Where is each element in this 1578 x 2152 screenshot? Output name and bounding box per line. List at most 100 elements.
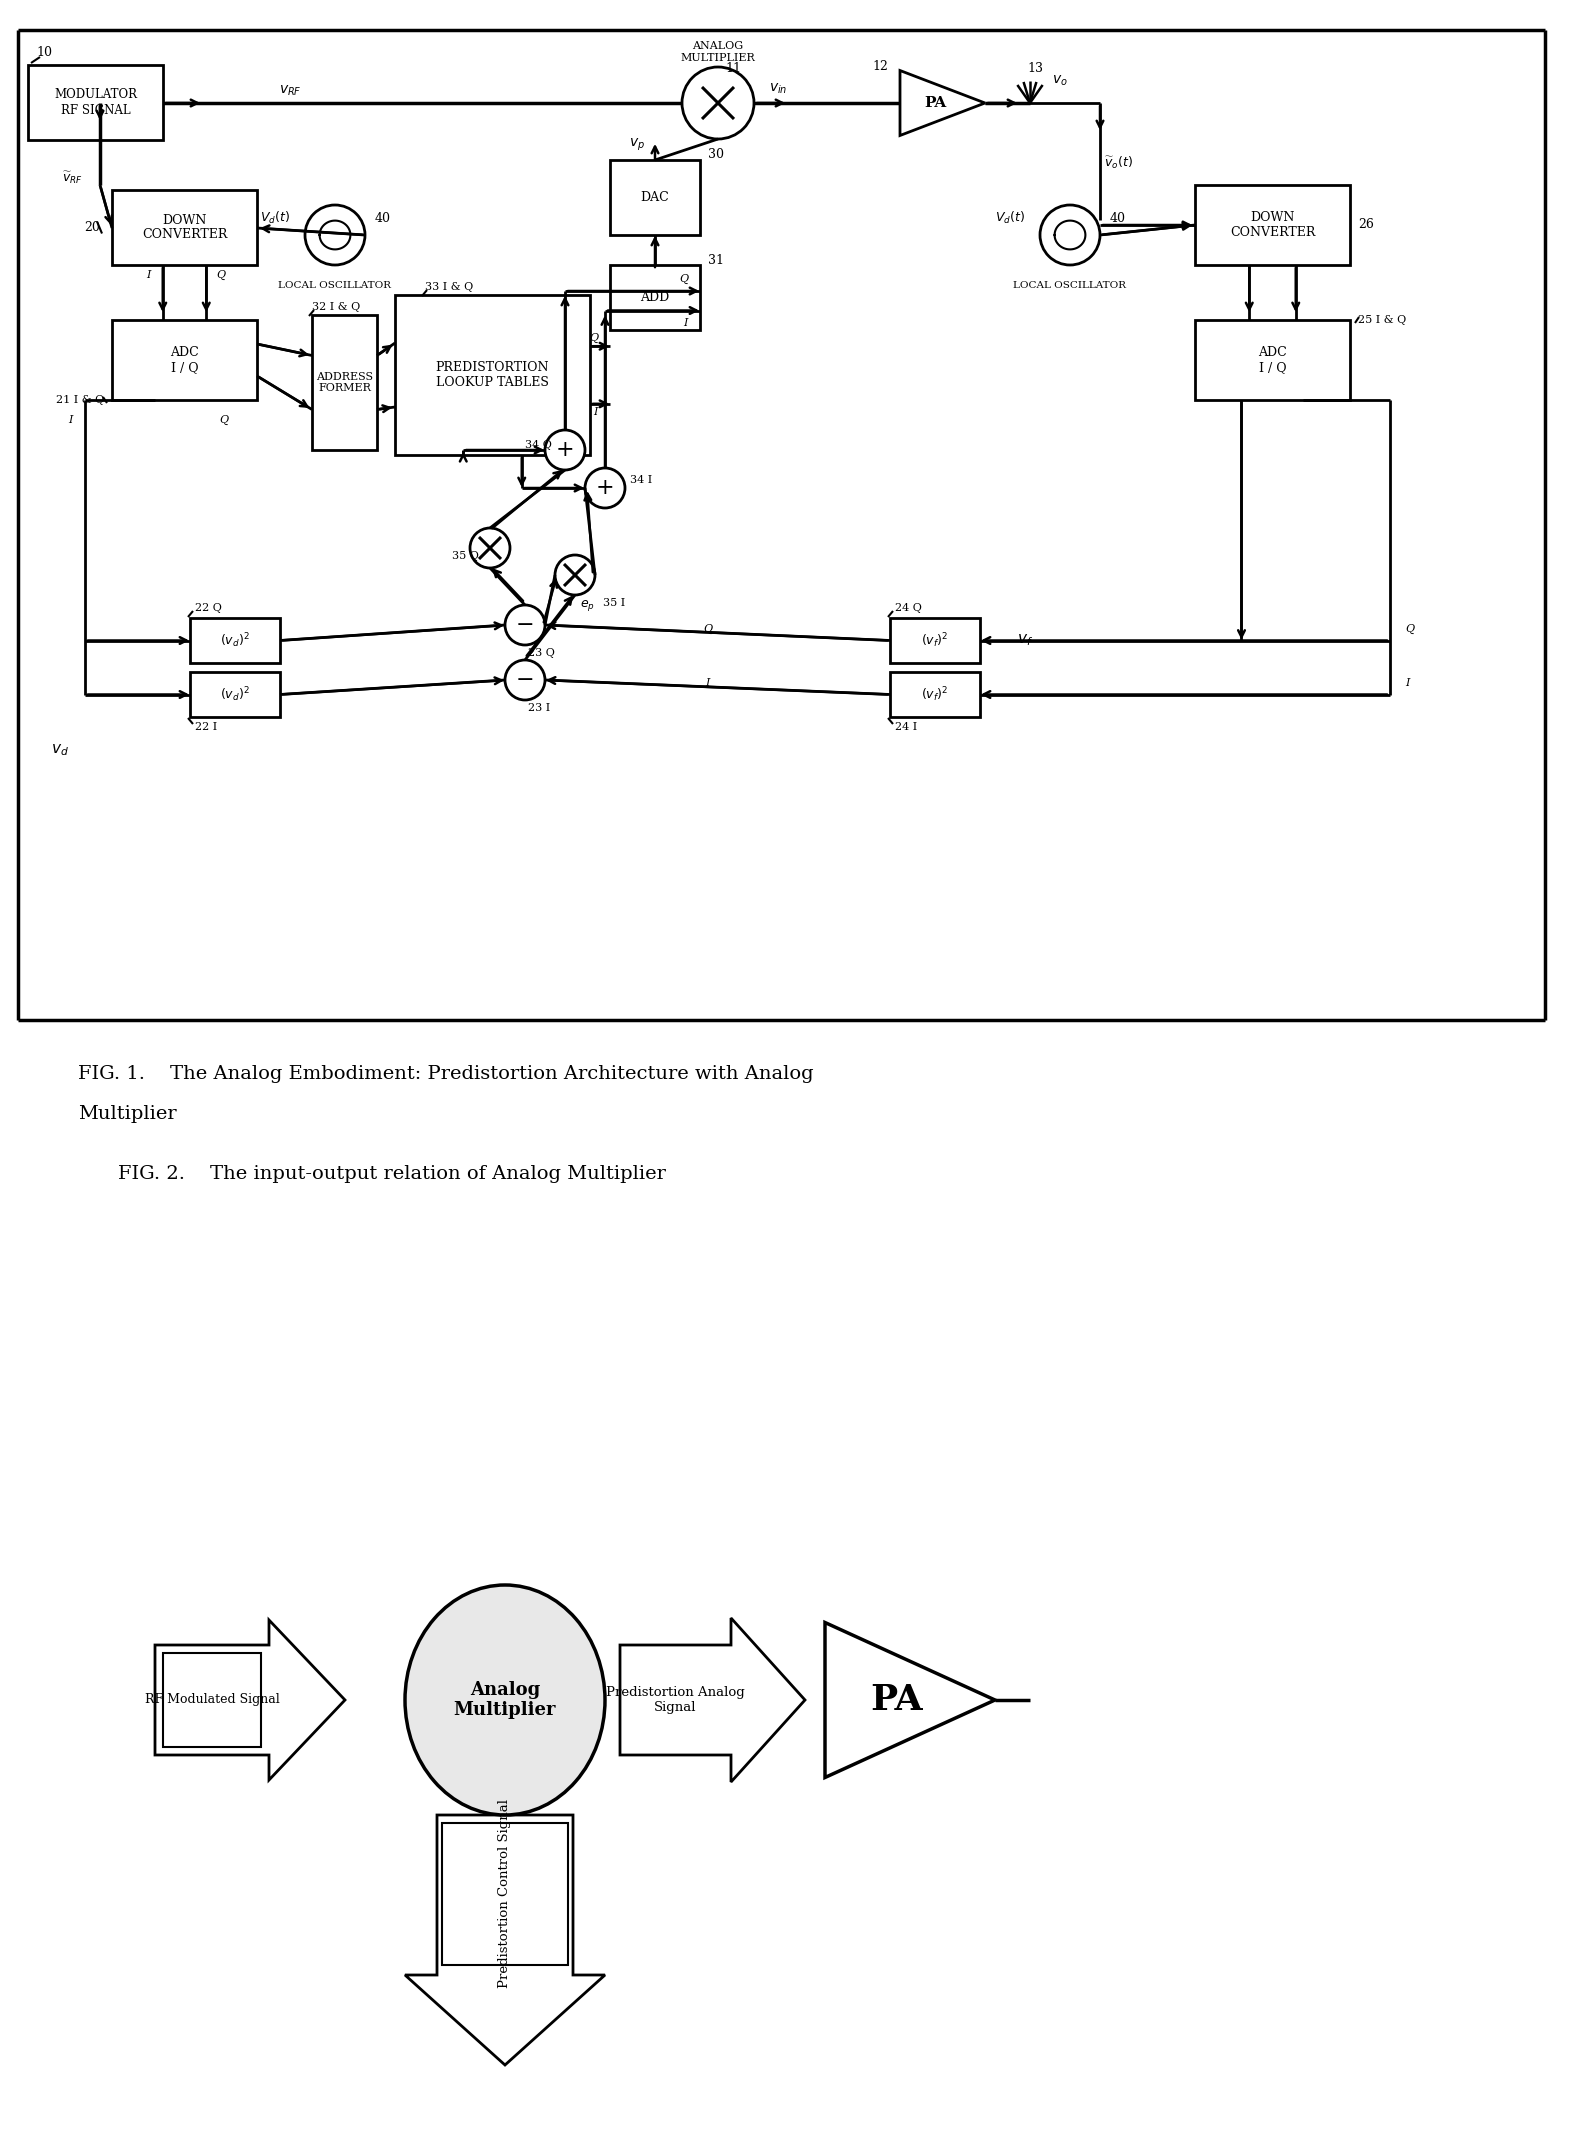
Text: $v_d$: $v_d$: [50, 742, 69, 758]
Text: Q: Q: [219, 415, 229, 426]
Text: +: +: [595, 478, 614, 499]
Circle shape: [505, 661, 544, 699]
Text: DOWN
CONVERTER: DOWN CONVERTER: [142, 213, 227, 241]
Text: 40: 40: [376, 211, 391, 224]
Text: Q: Q: [216, 269, 226, 280]
Text: $V_d(t)$: $V_d(t)$: [996, 211, 1026, 226]
Ellipse shape: [406, 1586, 604, 1814]
Bar: [890, 671, 980, 717]
Polygon shape: [899, 71, 985, 136]
Text: RF Modulated Signal: RF Modulated Signal: [145, 1694, 279, 1707]
Bar: [442, 1823, 568, 1965]
Text: 33 I & Q: 33 I & Q: [424, 282, 473, 293]
Text: $v_p$: $v_p$: [630, 138, 645, 153]
Text: I: I: [593, 407, 598, 417]
Bar: [28, 65, 163, 140]
Circle shape: [305, 204, 365, 265]
Text: 22 Q: 22 Q: [196, 603, 222, 613]
Polygon shape: [620, 1618, 805, 1782]
Text: 21 I & Q: 21 I & Q: [55, 396, 104, 405]
Circle shape: [682, 67, 754, 140]
Text: $e_p$: $e_p$: [581, 598, 595, 613]
Text: −: −: [516, 613, 535, 637]
Text: Multiplier: Multiplier: [77, 1104, 177, 1123]
Text: Predistortion Control Signal: Predistortion Control Signal: [499, 1799, 511, 1988]
Text: Q: Q: [702, 624, 712, 633]
Text: 25 I & Q: 25 I & Q: [1359, 314, 1406, 325]
Text: 20: 20: [84, 222, 99, 235]
Circle shape: [544, 430, 585, 469]
Text: ADDRESS
FORMER: ADDRESS FORMER: [316, 372, 372, 394]
Bar: [611, 159, 701, 235]
Text: 35 Q: 35 Q: [451, 551, 478, 562]
Text: 40: 40: [1109, 211, 1127, 224]
Text: Q: Q: [1404, 624, 1414, 633]
Text: 12: 12: [873, 60, 888, 73]
Text: PREDISTORTION
LOOKUP TABLES: PREDISTORTION LOOKUP TABLES: [436, 362, 549, 390]
Text: I: I: [147, 269, 151, 280]
Text: 11: 11: [724, 62, 742, 75]
Text: ADC
I / Q: ADC I / Q: [170, 346, 199, 374]
Circle shape: [585, 467, 625, 508]
Text: $(v_d)^2$: $(v_d)^2$: [219, 631, 249, 650]
Text: +: +: [555, 439, 574, 461]
Text: $v_f$: $v_f$: [1016, 633, 1034, 648]
Bar: [611, 265, 701, 329]
Text: Q: Q: [679, 273, 688, 284]
Text: 34 I: 34 I: [630, 476, 652, 484]
Bar: [890, 618, 980, 663]
Circle shape: [555, 555, 595, 594]
Text: 24 I: 24 I: [895, 723, 917, 732]
Text: Q: Q: [589, 334, 598, 344]
Text: PA: PA: [869, 1683, 923, 1717]
Text: 31: 31: [709, 254, 724, 267]
Text: Predistortion Analog
Signal: Predistortion Analog Signal: [606, 1685, 745, 1713]
Text: DOWN
CONVERTER: DOWN CONVERTER: [1229, 211, 1314, 239]
Text: DAC: DAC: [641, 192, 669, 204]
Polygon shape: [825, 1623, 996, 1778]
Bar: [189, 671, 279, 717]
Bar: [1195, 185, 1351, 265]
Polygon shape: [155, 1620, 346, 1780]
Text: PA: PA: [925, 97, 947, 110]
Text: $V_d(t)$: $V_d(t)$: [260, 211, 290, 226]
Text: 13: 13: [1027, 62, 1043, 75]
Text: 23 I: 23 I: [529, 704, 551, 712]
Text: $\widetilde{v}_{RF}$: $\widetilde{v}_{RF}$: [62, 170, 82, 185]
Text: $v_{RF}$: $v_{RF}$: [279, 84, 301, 99]
Text: −: −: [516, 669, 535, 691]
Bar: [394, 295, 590, 454]
Text: I: I: [68, 415, 73, 424]
Bar: [1195, 321, 1351, 400]
Text: $(v_f)^2$: $(v_f)^2$: [922, 684, 948, 704]
Text: $v_o$: $v_o$: [1053, 73, 1068, 88]
Text: 30: 30: [709, 148, 724, 161]
Text: Analog
Multiplier: Analog Multiplier: [454, 1681, 557, 1719]
Polygon shape: [406, 1814, 604, 2066]
Circle shape: [505, 605, 544, 646]
Text: 34 Q: 34 Q: [525, 439, 552, 450]
Circle shape: [1040, 204, 1100, 265]
Text: 26: 26: [1359, 220, 1374, 232]
Text: $v_{in}$: $v_{in}$: [768, 82, 787, 97]
Circle shape: [470, 527, 510, 568]
Text: 10: 10: [36, 47, 52, 60]
Bar: [112, 189, 257, 265]
Bar: [312, 314, 377, 450]
Text: I: I: [705, 678, 710, 686]
Text: LOCAL OSCILLATOR: LOCAL OSCILLATOR: [278, 280, 391, 291]
Text: $(v_d)^2$: $(v_d)^2$: [219, 684, 249, 704]
Text: $(v_f)^2$: $(v_f)^2$: [922, 631, 948, 650]
Text: FIG. 2.    The input-output relation of Analog Multiplier: FIG. 2. The input-output relation of Ana…: [118, 1164, 666, 1184]
Text: ADC
I / Q: ADC I / Q: [1258, 346, 1288, 374]
Text: 35 I: 35 I: [603, 598, 625, 609]
Text: ANALOG
MULTIPLIER: ANALOG MULTIPLIER: [680, 41, 756, 62]
Text: ADD: ADD: [641, 291, 669, 303]
Text: LOCAL OSCILLATOR: LOCAL OSCILLATOR: [1013, 280, 1127, 291]
Text: I: I: [1404, 678, 1409, 686]
Text: 23 Q: 23 Q: [529, 648, 555, 659]
Bar: [163, 1653, 260, 1747]
Text: MODULATOR
RF SIGNAL: MODULATOR RF SIGNAL: [54, 88, 137, 116]
Text: $\widetilde{v}_o(t)$: $\widetilde{v}_o(t)$: [1103, 155, 1133, 170]
Bar: [189, 618, 279, 663]
